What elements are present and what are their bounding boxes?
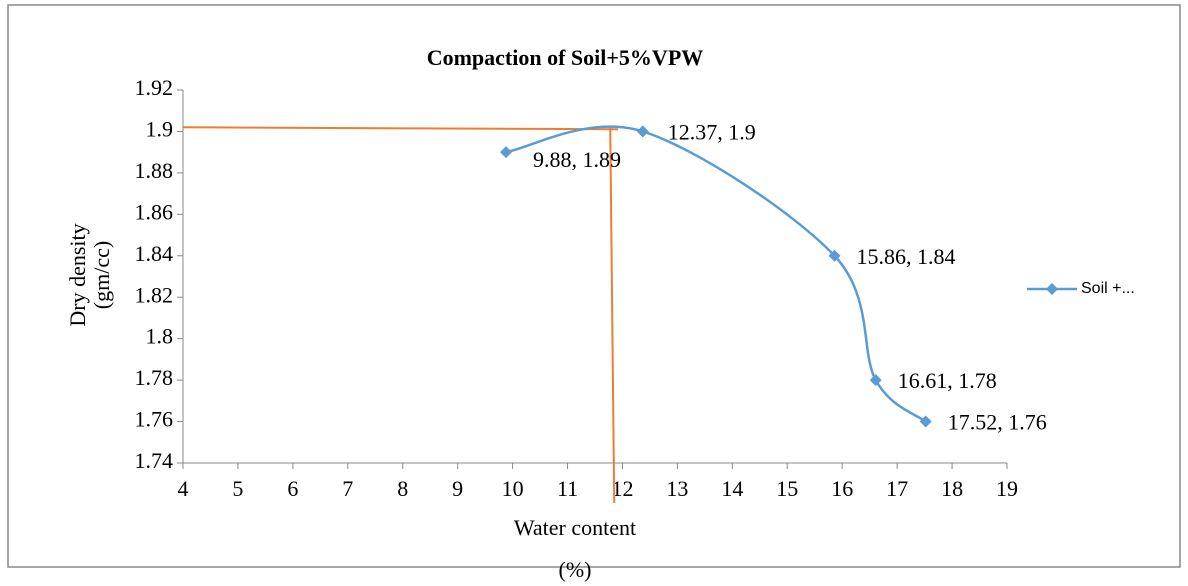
y-axis-title: Dry density	[65, 223, 90, 326]
y-tick-label: 1.82	[135, 282, 174, 307]
x-tick-label: 9	[452, 476, 463, 501]
reference-line-v	[609, 127, 616, 504]
data-point	[500, 146, 513, 159]
x-tick-label: 13	[666, 476, 688, 501]
data-point	[636, 125, 649, 138]
data-label: 12.37, 1.9	[668, 119, 756, 144]
y-tick-label: 1.76	[135, 407, 174, 432]
x-tick-label: 8	[397, 476, 408, 501]
x-tick-label: 14	[721, 476, 743, 501]
x-tick-label: 12	[611, 476, 633, 501]
y-tick-label: 1.74	[135, 448, 174, 473]
data-label: 17.52, 1.76	[948, 410, 1047, 435]
chart-border	[7, 4, 1181, 568]
x-tick-label: 4	[178, 476, 189, 501]
reference-line-h	[182, 126, 619, 131]
y-tick-label: 1.8	[146, 324, 174, 349]
y-tick-label: 1.88	[135, 158, 174, 183]
legend-marker	[1046, 283, 1058, 295]
x-tick-label: 18	[941, 476, 963, 501]
x-tick-label: 10	[502, 476, 524, 501]
legend-label: Soil +...	[1081, 280, 1135, 297]
data-label: 9.88, 1.89	[533, 147, 621, 172]
x-tick-label: 15	[776, 476, 798, 501]
data-label: 15.86, 1.84	[857, 244, 956, 269]
data-point	[869, 374, 882, 387]
chart-title: Compaction of Soil+5%VPW	[427, 45, 704, 70]
y-axis-title: (gm/cc)	[89, 241, 114, 309]
x-tick-label: 7	[342, 476, 353, 501]
data-point	[919, 415, 932, 428]
data-label: 16.61, 1.78	[898, 368, 997, 393]
x-axis-title: Water content	[514, 515, 636, 540]
x-tick-label: 6	[287, 476, 298, 501]
x-tick-label: 17	[886, 476, 908, 501]
x-tick-label: 5	[232, 476, 243, 501]
x-tick-label: 19	[996, 476, 1018, 501]
x-axis-title: (%)	[559, 557, 592, 582]
y-tick-label: 1.86	[135, 199, 174, 224]
y-tick-label: 1.9	[146, 116, 174, 141]
y-tick-label: 1.92	[135, 75, 174, 100]
x-tick-label: 11	[557, 476, 578, 501]
x-tick-label: 16	[831, 476, 853, 501]
data-point	[828, 249, 841, 262]
y-tick-label: 1.84	[135, 241, 174, 266]
y-tick-label: 1.78	[135, 365, 174, 390]
